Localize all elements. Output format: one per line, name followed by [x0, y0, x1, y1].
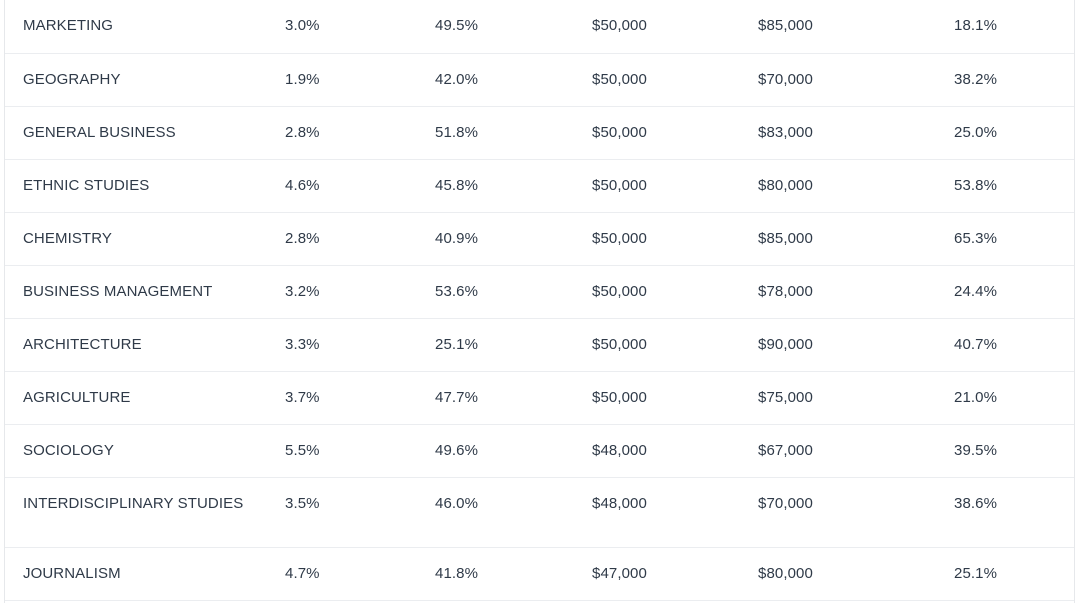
major-name-cell: GENERAL BUSINESS	[5, 106, 285, 160]
table-row: MARKETING 3.0% 49.5% $50,000 $85,000 18.…	[5, 0, 1074, 54]
table-row: ETHNIC STUDIES 4.6% 45.8% $50,000 $80,00…	[5, 159, 1074, 213]
value-cell: $50,000	[592, 318, 758, 372]
value-cell: 39.5%	[954, 424, 1074, 478]
value-cell: 49.6%	[435, 424, 592, 478]
value-cell: $80,000	[758, 547, 954, 601]
value-cell: $80,000	[758, 159, 954, 213]
value-cell: 25.1%	[435, 318, 592, 372]
value-cell: $67,000	[758, 424, 954, 478]
table-row: GENERAL BUSINESS 2.8% 51.8% $50,000 $83,…	[5, 106, 1074, 160]
table-row: AGRICULTURE 3.7% 47.7% $50,000 $75,000 2…	[5, 371, 1074, 425]
value-cell: 2.8%	[285, 106, 435, 160]
table-row: JOURNALISM 4.7% 41.8% $47,000 $80,000 25…	[5, 547, 1074, 601]
value-cell: $48,000	[592, 477, 758, 548]
major-name-cell: BUSINESS MANAGEMENT	[5, 265, 285, 319]
value-cell: $48,000	[592, 424, 758, 478]
major-name-cell: ARCHITECTURE	[5, 318, 285, 372]
value-cell: 40.9%	[435, 212, 592, 266]
major-name-cell: GEOGRAPHY	[5, 53, 285, 107]
major-name-cell: AGRICULTURE	[5, 371, 285, 425]
value-cell: 25.1%	[954, 547, 1074, 601]
value-cell: $50,000	[592, 371, 758, 425]
value-cell: $75,000	[758, 371, 954, 425]
value-cell: $85,000	[758, 0, 954, 54]
major-name-cell: ETHNIC STUDIES	[5, 159, 285, 213]
majors-table-container: MARKETING 3.0% 49.5% $50,000 $85,000 18.…	[4, 0, 1075, 603]
value-cell: 1.9%	[285, 53, 435, 107]
value-cell: $85,000	[758, 212, 954, 266]
value-cell: 5.5%	[285, 424, 435, 478]
value-cell: 24.4%	[954, 265, 1074, 319]
value-cell: $50,000	[592, 106, 758, 160]
value-cell: 3.7%	[285, 371, 435, 425]
value-cell: 46.0%	[435, 477, 592, 548]
table-row: CHEMISTRY 2.8% 40.9% $50,000 $85,000 65.…	[5, 212, 1074, 266]
table-body: MARKETING 3.0% 49.5% $50,000 $85,000 18.…	[5, 0, 1074, 601]
value-cell: 2.8%	[285, 212, 435, 266]
value-cell: 3.2%	[285, 265, 435, 319]
value-cell: 25.0%	[954, 106, 1074, 160]
table-row: SOCIOLOGY 5.5% 49.6% $48,000 $67,000 39.…	[5, 424, 1074, 478]
major-name-cell: SOCIOLOGY	[5, 424, 285, 478]
value-cell: $83,000	[758, 106, 954, 160]
value-cell: $50,000	[592, 0, 758, 54]
major-name-cell: CHEMISTRY	[5, 212, 285, 266]
table-row: ARCHITECTURE 3.3% 25.1% $50,000 $90,000 …	[5, 318, 1074, 372]
value-cell: 53.6%	[435, 265, 592, 319]
value-cell: 38.6%	[954, 477, 1074, 548]
value-cell: 3.0%	[285, 0, 435, 54]
value-cell: $47,000	[592, 547, 758, 601]
major-name-cell: MARKETING	[5, 0, 285, 54]
value-cell: $70,000	[758, 53, 954, 107]
value-cell: 21.0%	[954, 371, 1074, 425]
value-cell: 18.1%	[954, 0, 1074, 54]
majors-table: MARKETING 3.0% 49.5% $50,000 $85,000 18.…	[5, 0, 1074, 601]
value-cell: 47.7%	[435, 371, 592, 425]
value-cell: 65.3%	[954, 212, 1074, 266]
value-cell: $50,000	[592, 53, 758, 107]
value-cell: $50,000	[592, 265, 758, 319]
value-cell: 40.7%	[954, 318, 1074, 372]
value-cell: 49.5%	[435, 0, 592, 54]
value-cell: $70,000	[758, 477, 954, 548]
value-cell: 4.6%	[285, 159, 435, 213]
table-row: INTERDISCIPLINARY STUDIES 3.5% 46.0% $48…	[5, 477, 1074, 548]
value-cell: 3.5%	[285, 477, 435, 548]
value-cell: 38.2%	[954, 53, 1074, 107]
value-cell: 53.8%	[954, 159, 1074, 213]
value-cell: 3.3%	[285, 318, 435, 372]
major-name-cell: INTERDISCIPLINARY STUDIES	[5, 477, 285, 548]
value-cell: 45.8%	[435, 159, 592, 213]
value-cell: $90,000	[758, 318, 954, 372]
value-cell: 42.0%	[435, 53, 592, 107]
value-cell: 51.8%	[435, 106, 592, 160]
table-row: BUSINESS MANAGEMENT 3.2% 53.6% $50,000 $…	[5, 265, 1074, 319]
value-cell: $50,000	[592, 212, 758, 266]
value-cell: $78,000	[758, 265, 954, 319]
value-cell: 41.8%	[435, 547, 592, 601]
value-cell: 4.7%	[285, 547, 435, 601]
value-cell: $50,000	[592, 159, 758, 213]
table-row: GEOGRAPHY 1.9% 42.0% $50,000 $70,000 38.…	[5, 53, 1074, 107]
major-name-cell: JOURNALISM	[5, 547, 285, 601]
